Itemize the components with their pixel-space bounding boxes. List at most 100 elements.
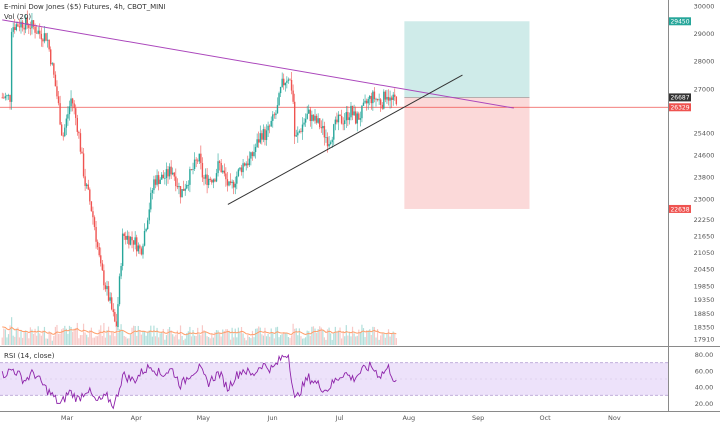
candle-body (154, 179, 157, 185)
volume-bar (39, 333, 41, 345)
candle-body (117, 304, 119, 328)
candle-body (381, 104, 383, 109)
price-tick-label: 23000 (694, 195, 715, 203)
volume-bar (372, 326, 374, 345)
time-tick-label: May (197, 414, 211, 422)
volume-bar (339, 327, 341, 345)
time-tick-label: Mar (61, 414, 74, 422)
volume-bar (198, 334, 200, 345)
candle-body (131, 236, 133, 241)
candle-body (345, 112, 347, 121)
candle-body (323, 125, 326, 138)
price-tick-label: 27000 (694, 85, 715, 93)
time-tick-label: Jun (266, 414, 277, 422)
candle-body (375, 98, 377, 100)
candle-body (57, 96, 60, 104)
volume-bar (333, 333, 335, 345)
candle-body (24, 17, 27, 30)
volume-bar (165, 335, 168, 345)
candle-body (287, 79, 290, 81)
candle-body (132, 240, 135, 245)
candle-body (389, 97, 391, 101)
candle-body (267, 125, 269, 131)
candle-body (175, 176, 177, 187)
candle-body (386, 96, 388, 100)
price-tick-label: 24600 (694, 151, 715, 159)
volume-bar (12, 335, 14, 345)
volume-ma-line (2, 326, 397, 336)
volume-bar (356, 335, 358, 345)
candle-body (29, 27, 32, 29)
volume-bar (45, 338, 47, 345)
volume-bar (192, 330, 194, 345)
candle-body (289, 79, 291, 81)
candle-body (356, 113, 358, 124)
candle-body (181, 189, 183, 198)
price-label-text: 26687 (670, 95, 689, 102)
candle-body (64, 127, 66, 137)
volume-bar (262, 335, 265, 345)
volume-bar (95, 336, 97, 345)
volume-bar (375, 337, 377, 345)
volume-bar (175, 334, 177, 345)
volume-bar (303, 338, 305, 345)
candle-body (279, 86, 282, 94)
volume-bar (159, 333, 161, 345)
candle-body (59, 103, 61, 125)
volume-bar (244, 337, 246, 345)
volume-bar (317, 329, 319, 345)
price-label-box (669, 204, 691, 213)
volume-bar (78, 338, 80, 345)
volume-bar (350, 336, 352, 345)
candle-body (231, 181, 233, 184)
candle-body (60, 124, 63, 136)
candle-body (192, 169, 194, 170)
volume-bar (384, 337, 386, 345)
candle-body (167, 169, 169, 177)
candle-body (23, 27, 25, 30)
time-tick-label: Nov (608, 414, 621, 422)
volume-bar (229, 339, 232, 345)
volume-bar (148, 330, 150, 345)
candle-body (198, 153, 200, 162)
volume-bar (28, 338, 30, 345)
candle-body (71, 98, 74, 104)
candle-body (161, 174, 163, 180)
candle-body (95, 227, 97, 242)
volume-bar (391, 333, 393, 345)
volume-bar (219, 333, 221, 345)
volume-bar (156, 327, 158, 345)
volume-bar (258, 326, 260, 345)
volume-bar (62, 328, 64, 345)
candle-body (315, 115, 318, 123)
volume-legend: Vol (20) (4, 13, 32, 21)
candle-body (190, 169, 193, 170)
candle-body (120, 265, 122, 277)
volume-bar (353, 333, 355, 345)
candle-body (328, 143, 330, 147)
volume-bar (23, 331, 25, 345)
volume-bar (237, 327, 239, 345)
volume-bar (186, 332, 188, 345)
candle-body (184, 188, 186, 191)
price-label-box (669, 93, 691, 102)
candle-body (214, 179, 216, 182)
volume-bar (173, 336, 175, 345)
candle-body (1, 97, 3, 99)
volume-bar (107, 326, 110, 345)
candle-body (301, 124, 304, 132)
volume-bar (200, 335, 202, 345)
price-tick-label: 17910 (694, 336, 715, 344)
candle-body (104, 285, 107, 290)
candle-body (326, 137, 329, 147)
volume-bar (93, 337, 96, 345)
candle-body (68, 106, 71, 115)
volume-bar (46, 338, 49, 345)
volume-bar (72, 331, 74, 345)
candle-body (43, 33, 46, 42)
candle-body (336, 119, 338, 123)
volume-bar (301, 338, 304, 345)
candle-body (6, 95, 8, 97)
